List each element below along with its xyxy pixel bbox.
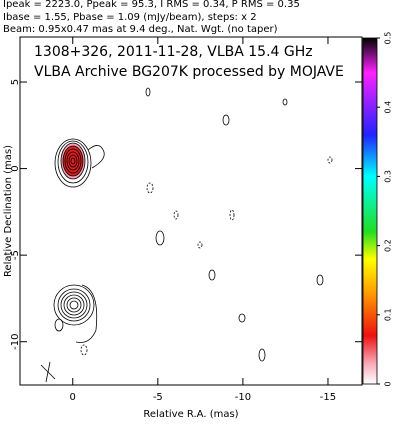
colorbar-tick-label: 0.2 xyxy=(384,239,393,252)
y-tick-label: 5 xyxy=(10,79,21,85)
annotation: VLBA Archive BG207K processed by MOJAVE xyxy=(34,64,344,80)
colorbar-tick-label: 0.1 xyxy=(384,308,393,321)
x-tick-label: -10 xyxy=(235,392,251,403)
colorbar xyxy=(362,37,378,385)
x-tick-label: -5 xyxy=(153,392,163,403)
x-tick-label: -15 xyxy=(320,392,336,403)
header-line: Beam: 0.95x0.47 mas at 9.4 deg., Nat. Wg… xyxy=(3,24,278,35)
colorbar-tick-label: 0.4 xyxy=(384,101,393,114)
contours xyxy=(40,87,333,383)
colorbar-tick-label: 0.5 xyxy=(384,32,393,45)
annotation: 1308+326, 2011-11-28, VLBA 15.4 GHz xyxy=(34,44,313,60)
x-tick-label: 0 xyxy=(70,392,76,403)
y-tick-label: -5 xyxy=(10,250,21,260)
y-tick-label: 0 xyxy=(10,165,21,171)
header-line: Ipeak = 2223.0, Ppeak = 95.3, I RMS = 0.… xyxy=(3,0,300,10)
x-axis-label: Relative R.A. (mas) xyxy=(143,409,238,420)
colorbar-tick-label: 0.3 xyxy=(384,170,393,183)
header-line: Ibase = 1.55, Pbase = 1.09 (mJy/beam), s… xyxy=(3,12,257,23)
colorbar-tick-label: 0 xyxy=(384,381,393,386)
y-axis-label: Relative Declination (mas) xyxy=(3,145,14,277)
plot-frame xyxy=(19,36,363,386)
y-tick-label: -10 xyxy=(10,334,21,350)
